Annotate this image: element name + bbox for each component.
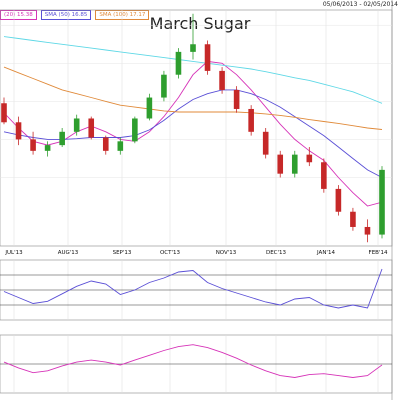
x-tick-label: SEP'13 [113, 250, 132, 256]
legend-sma100: SMA (100) 17.17 [95, 10, 150, 20]
candle-body [175, 51, 182, 75]
x-tick-label: JAN'14 [316, 250, 335, 256]
x-tick-label: OCT'13 [160, 250, 181, 256]
candle-body [262, 131, 269, 155]
date-range: 05/06/2013 - 02/05/2014 [322, 1, 398, 8]
candle-body [73, 118, 80, 132]
candle-body [132, 118, 138, 142]
candle-body [44, 145, 51, 151]
candle-body [59, 131, 65, 146]
legend-sma20: (20) 15.38 [0, 10, 37, 20]
candle-body [306, 154, 313, 163]
x-tick-label: AUG'13 [58, 250, 79, 256]
candle-body [146, 97, 153, 119]
chart-title: March Sugar [149, 14, 251, 33]
candle-body [88, 118, 95, 138]
candle-body [379, 169, 385, 235]
candle-body [233, 89, 240, 109]
candle-body [102, 137, 109, 151]
candle-body [219, 70, 225, 90]
indicator-legend: (20) 15.38 SMA (50) 16.85 SMA (100) 17.1… [0, 10, 150, 20]
candle-body [350, 211, 356, 227]
candle-body [335, 188, 342, 212]
panel-frame [0, 9, 393, 247]
candle-body [248, 108, 254, 132]
candle-body [364, 226, 371, 235]
candle-body [15, 122, 22, 140]
candle-body [117, 141, 124, 151]
ma-line [3, 89, 383, 178]
macd-line [3, 344, 383, 378]
ma-line [3, 36, 383, 104]
rsi-line [3, 268, 383, 309]
x-tick-label: NOV'13 [216, 250, 237, 256]
candle-body [204, 44, 211, 71]
candle-body [291, 154, 298, 174]
candle-body [321, 162, 327, 189]
ma-line [3, 60, 383, 207]
candle-body [1, 103, 7, 123]
x-tick-label: DEC'13 [266, 250, 287, 256]
candle-body [190, 44, 196, 52]
x-tick-label: JUL'13 [4, 250, 23, 256]
ma-line [3, 66, 383, 130]
candle-body [30, 139, 36, 151]
legend-sma50: SMA (50) 16.85 [40, 10, 92, 20]
candle-body [161, 74, 167, 98]
x-tick-label: FEB'14 [369, 250, 388, 256]
candle-body [277, 154, 284, 174]
